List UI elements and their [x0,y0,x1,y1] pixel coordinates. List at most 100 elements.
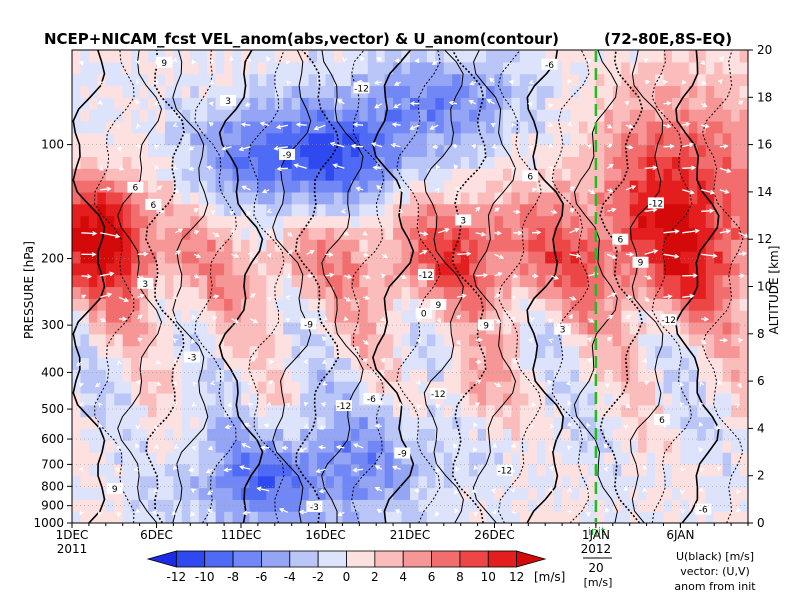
anomaly-cell [164,345,174,359]
vector-head [607,143,613,149]
anomaly-cell [317,428,327,441]
anomaly-cell [80,85,90,98]
anomaly-cell [536,61,546,75]
anomaly-cell [156,404,166,418]
anomaly-cell [595,286,605,299]
anomaly-cell [536,227,546,240]
anomaly-cell [88,428,98,441]
anomaly-cell [587,357,597,370]
anomaly-cell [612,333,622,347]
anomaly-cell [224,487,234,500]
anomaly-cell [139,251,149,264]
anomaly-cell [714,381,724,394]
anomaly-cell [308,345,318,359]
anomaly-cell [376,50,386,63]
vector-head [666,100,672,106]
vector-head [208,101,214,107]
anomaly-cell [688,369,698,382]
anomaly-cell [688,345,698,359]
anomaly-cell [646,132,656,146]
vector-head [723,143,729,149]
anomaly-cell [148,203,158,217]
vector-head [700,60,706,66]
anomaly-cell [502,97,512,110]
anomaly-cell [731,452,741,465]
anomaly-cell [300,97,310,110]
vector-head [586,144,593,149]
anomaly-cell [486,227,496,240]
anomaly-cell [401,369,411,382]
anomaly-cell [164,404,174,418]
anomaly-cell [181,357,191,370]
anomaly-cell [215,416,225,429]
anomaly-cell [452,369,462,382]
anomaly-cell [257,85,267,98]
anomaly-cell [655,298,665,311]
anomaly-cell [621,50,631,63]
anomaly-cell [410,180,420,193]
anomaly-cell [257,357,267,370]
anomaly-cell [190,73,200,87]
anomaly-cell [105,321,115,335]
anomaly-cell [587,85,597,98]
anomaly-cell [469,452,479,465]
anomaly-cell [663,251,673,264]
anomaly-cell [241,239,251,252]
vector-head [480,231,487,237]
anomaly-cell [579,511,589,523]
anomaly-cell [317,333,327,347]
anomaly-cell [477,487,487,500]
anomaly-cell [595,310,605,323]
anomaly-cell [621,227,631,240]
anomaly-cell [317,73,327,87]
anomaly-cell [274,286,284,299]
anomaly-cell [350,499,360,512]
anomaly-cell [562,298,572,311]
anomaly-cell [325,499,335,512]
anomaly-cell [376,239,386,252]
anomaly-cell [545,73,555,87]
anomaly-cell [443,97,453,110]
vector-head [152,509,158,515]
anomaly-cell [621,239,631,252]
vector-head [717,79,723,85]
anomaly-cell [266,262,276,276]
anomaly-cell [131,227,141,240]
anomaly-cell [88,404,98,418]
velocity-vector [100,293,112,298]
anomaly-cell [460,97,470,110]
anomaly-cell [384,109,394,122]
anomaly-cell [139,97,149,110]
anomaly-cell [114,428,124,441]
anomaly-cell [688,357,698,370]
anomaly-cell [519,404,529,418]
anomaly-cell [410,321,420,335]
vector-head [603,443,609,449]
anomaly-cell [266,440,276,453]
anomaly-cell [283,132,293,146]
anomaly-cell [384,85,394,98]
anomaly-cell [122,168,132,181]
anomaly-cell [562,168,572,181]
vector-head [735,403,741,409]
anomaly-cell [190,132,200,146]
anomaly-cell [739,404,748,418]
anomaly-cell [350,251,360,264]
anomaly-cell [241,168,251,181]
vector-head [515,209,521,215]
anomaly-cell [731,369,741,382]
anomaly-cell [418,298,428,311]
anomaly-cell [688,132,698,146]
anomaly-cell [300,144,310,158]
anomaly-cell [198,404,208,418]
anomaly-cell [215,73,225,87]
anomaly-cell [739,286,748,299]
anomaly-cell [88,215,98,228]
anomaly-cell [595,109,605,122]
vector-head [224,424,230,430]
anomaly-cell [190,404,200,418]
anomaly-cell [274,274,284,288]
anomaly-cell [122,239,132,252]
vector-head [313,125,319,131]
